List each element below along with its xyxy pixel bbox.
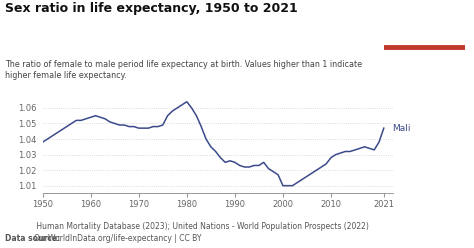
Text: Sex ratio in life expectancy, 1950 to 2021: Sex ratio in life expectancy, 1950 to 20…	[5, 2, 298, 15]
Text: in Data: in Data	[410, 32, 438, 38]
Text: Data source:: Data source:	[5, 234, 60, 243]
Text: Mali: Mali	[392, 124, 410, 133]
Text: Our World: Our World	[404, 18, 445, 24]
Text: Human Mortality Database (2023); United Nations - World Population Prospects (20: Human Mortality Database (2023); United …	[34, 222, 369, 243]
Text: The ratio of female to male period life expectancy at birth. Values higher than : The ratio of female to male period life …	[5, 60, 362, 80]
